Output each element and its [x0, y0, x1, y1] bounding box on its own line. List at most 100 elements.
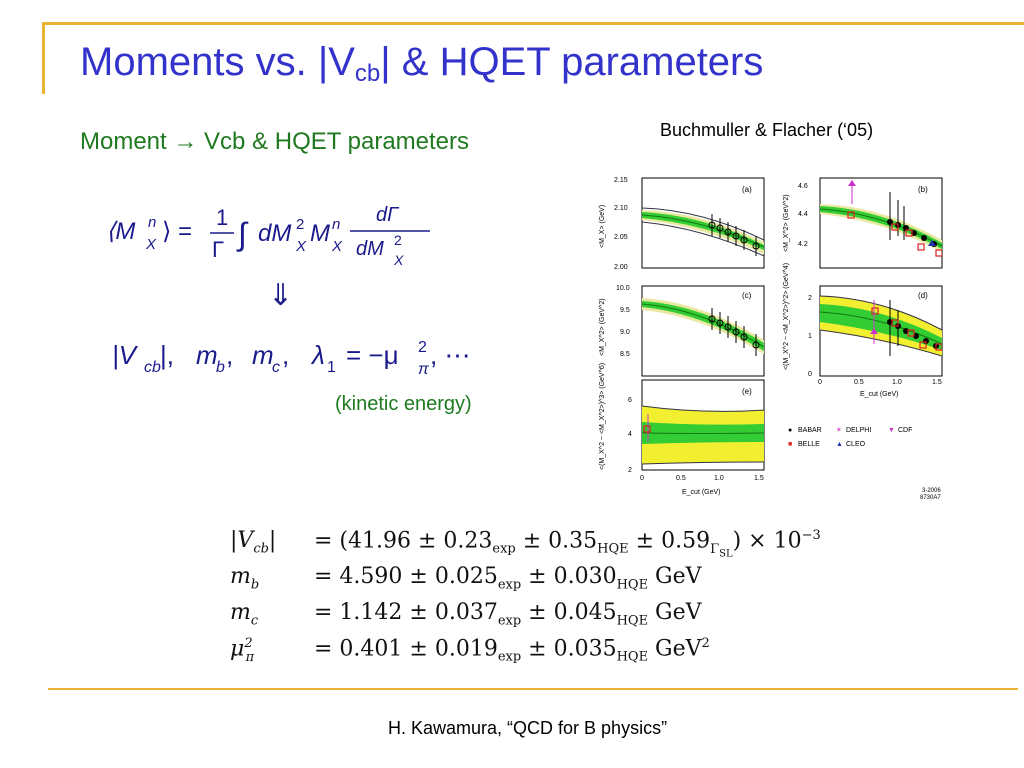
svg-text:DELPHI: DELPHI	[846, 427, 871, 434]
svg-text:(b): (b)	[918, 185, 928, 194]
panel-e: (e) 6 4 2 0 0.5 1.0 1.5 E_cut (GeV) <(M_…	[599, 363, 765, 496]
svg-text:6: 6	[628, 397, 632, 404]
svg-text:CDF: CDF	[898, 427, 912, 434]
svg-text:0: 0	[818, 379, 822, 386]
footer-rule	[48, 688, 1018, 690]
svg-text:CLEO: CLEO	[846, 441, 866, 448]
svg-text:■: ■	[788, 441, 792, 448]
svg-text:0: 0	[640, 475, 644, 482]
svg-text:, ⋯: , ⋯	[430, 340, 470, 370]
svg-text:dΓ: dΓ	[376, 204, 400, 226]
svg-text:c: c	[272, 359, 280, 376]
svg-text:10.0: 10.0	[616, 285, 630, 292]
result-mu-pi: μ2π = 0.401 ± 0.019exp ± 0.035HQE GeV2	[230, 636, 710, 665]
svg-text:Γ: Γ	[212, 237, 224, 262]
svg-text:<M_X^2> (GeV^2): <M_X^2> (GeV^2)	[599, 298, 606, 356]
svg-text:▲: ▲	[836, 441, 843, 448]
svg-text:n: n	[332, 216, 340, 233]
svg-text:π: π	[418, 361, 429, 378]
panel-a: (a) 2.15 2.10 2.05 2.00 <M_X> (GeV)	[599, 177, 765, 271]
implies-arrow: ⇓	[268, 279, 294, 312]
svg-text:4.6: 4.6	[798, 183, 808, 190]
kinetic-energy-note: (kinetic energy)	[335, 393, 472, 415]
svg-text:4.4: 4.4	[798, 211, 808, 218]
svg-text:BABAR: BABAR	[798, 427, 822, 434]
svg-text:✶: ✶	[836, 426, 842, 434]
svg-text:X: X	[331, 238, 343, 255]
svg-text:<M_X^2> (GeV^2): <M_X^2> (GeV^2)	[783, 194, 790, 252]
svg-text:b: b	[216, 359, 225, 376]
svg-text:E_cut (GeV): E_cut (GeV)	[860, 391, 899, 398]
svg-text:,: ,	[282, 340, 289, 370]
svg-text:0.5: 0.5	[854, 379, 864, 386]
svg-text:2: 2	[296, 216, 304, 233]
svg-text:2.00: 2.00	[614, 264, 628, 271]
svg-text:2: 2	[808, 295, 812, 302]
result-mb: mb = 4.590 ± 0.025exp ± 0.030HQE GeV	[230, 564, 702, 593]
svg-text:M: M	[310, 220, 330, 247]
panel-d: (d) 2 1 0 0 0.5 1.0 1.5 E_cut (GeV) <(M_…	[783, 263, 943, 398]
svg-text:|V: |V	[112, 340, 139, 370]
svg-text:<(M_X^2 − <M_X^2>)^2> (GeV^4): <(M_X^2 − <M_X^2>)^2> (GeV^4)	[783, 263, 790, 370]
svg-text:2: 2	[628, 467, 632, 474]
svg-text:X: X	[145, 236, 157, 253]
svg-text:4: 4	[628, 431, 632, 438]
svg-text:2: 2	[418, 339, 427, 356]
moment-equation: ⟨M n X ⟩ = 1 Γ ∫ dM 2 X M n X dΓ dM 2 X	[106, 204, 430, 268]
svg-text:1: 1	[327, 359, 336, 376]
accent-bar-horizontal	[42, 22, 1024, 25]
svg-text:1.0: 1.0	[892, 379, 902, 386]
svg-text:1: 1	[808, 333, 812, 340]
svg-text:= −μ: = −μ	[346, 340, 399, 370]
svg-text:BELLE: BELLE	[798, 441, 820, 448]
moment-lhs: ⟨M	[106, 218, 135, 245]
svg-text:(a): (a)	[742, 185, 752, 194]
svg-text:E_cut (GeV): E_cut (GeV)	[682, 489, 721, 496]
svg-text:9.0: 9.0	[620, 329, 630, 336]
svg-text:m: m	[252, 340, 274, 370]
svg-text:n: n	[148, 214, 156, 231]
svg-text:(e): (e)	[742, 387, 752, 396]
figure-code-2: 8730A7	[920, 495, 941, 501]
svg-text:(c): (c)	[742, 291, 752, 300]
svg-text:1.0: 1.0	[714, 475, 724, 482]
svg-text:⟩ =: ⟩ =	[162, 218, 192, 245]
svg-text:|,: |,	[160, 340, 174, 370]
svg-text:2.10: 2.10	[614, 205, 628, 212]
svg-text:9.5: 9.5	[620, 307, 630, 314]
svg-text:dM: dM	[356, 238, 384, 260]
accent-bar-vertical	[42, 22, 45, 94]
result-vcb: |Vcb| = (41.96 ± 0.23exp ± 0.35HQE ± 0.59…	[230, 528, 821, 560]
svg-text:2.05: 2.05	[614, 234, 628, 241]
result-mc: mc = 1.142 ± 0.037exp ± 0.045HQE GeV	[230, 600, 702, 629]
figure-citation: Buchmuller & Flacher (‘05)	[660, 120, 874, 140]
svg-text:0: 0	[808, 371, 812, 378]
svg-text:cb: cb	[144, 359, 161, 376]
panel-b: (b) 4.6 4.4 4.2 <M_X^2> (GeV^2)	[783, 177, 943, 269]
svg-text:1: 1	[216, 205, 228, 230]
svg-text:X: X	[295, 238, 307, 255]
svg-text:0.5: 0.5	[676, 475, 686, 482]
svg-text:▼: ▼	[888, 427, 895, 434]
figure-legend: ● BABAR ✶ DELPHI ▼ CDF ■ BELLE ▲ CLEO	[788, 426, 912, 448]
svg-text:,: ,	[226, 340, 233, 370]
slide-title: Moments vs. |Vcb| & HQET parameters	[80, 40, 764, 87]
slide-subtitle: Moment → Vcb & HQET parameters	[80, 128, 470, 155]
svg-text:∫: ∫	[236, 216, 249, 252]
svg-text:1.5: 1.5	[932, 379, 942, 386]
figure-code-1: 3-2006	[922, 488, 941, 494]
moments-figure: (a) 2.15 2.10 2.05 2.00 <M_X> (GeV)	[599, 177, 943, 501]
svg-text:λ: λ	[310, 340, 325, 370]
svg-text:●: ●	[788, 427, 792, 434]
svg-text:(d): (d)	[918, 291, 928, 300]
svg-text:<M_X> (GeV): <M_X> (GeV)	[599, 205, 606, 248]
svg-text:8.5: 8.5	[620, 351, 630, 358]
svg-text:m: m	[196, 340, 218, 370]
svg-text:2: 2	[394, 232, 402, 248]
svg-text:<(M_X^2 − <M_X^2>)^3> (GeV^6): <(M_X^2 − <M_X^2>)^3> (GeV^6)	[599, 363, 606, 470]
svg-text:1.5: 1.5	[754, 475, 764, 482]
results-block: |Vcb| = (41.96 ± 0.23exp ± 0.35HQE ± 0.59…	[230, 528, 821, 672]
svg-text:X: X	[393, 252, 404, 268]
svg-text:4.2: 4.2	[798, 241, 808, 248]
parameters-equation: |V cb |, m b , m c , λ 1 = −μ 2 π , ⋯	[112, 339, 470, 378]
